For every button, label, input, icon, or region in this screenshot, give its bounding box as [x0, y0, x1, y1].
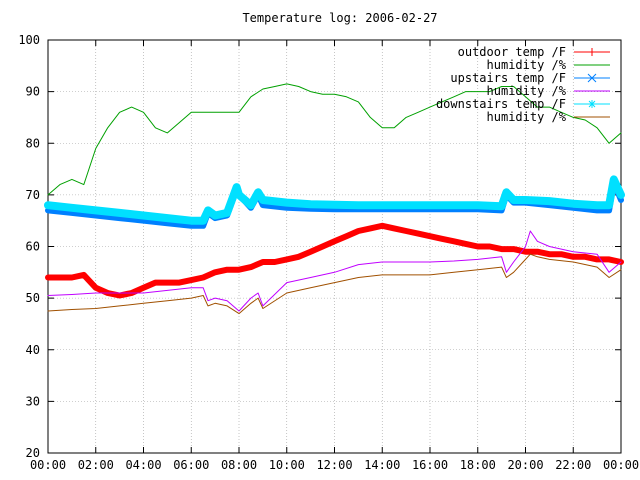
x-tick-label: 02:00	[78, 458, 114, 472]
legend-label-3: humidity /%	[487, 84, 567, 98]
y-tick-label: 90	[26, 85, 40, 99]
y-tick-label: 60	[26, 240, 40, 254]
y-tick-label: 100	[18, 33, 40, 47]
y-tick-label: 70	[26, 188, 40, 202]
x-tick-label: 18:00	[460, 458, 496, 472]
series-line-0	[45, 222, 624, 299]
series-line-3	[47, 230, 622, 312]
legend-label-5: humidity /%	[487, 110, 567, 124]
series-line-5	[47, 253, 622, 315]
axis-ticks: 20 30 40 50 60 70 80 90 100 00:00 02:00 04:00 06:00 0…	[18, 33, 639, 472]
y-tick-label: 50	[26, 291, 40, 305]
legend-marker-4	[588, 100, 596, 108]
legend-marker-0	[588, 48, 596, 56]
legend-label-0: outdoor temp /F	[458, 45, 566, 59]
series-line-1	[47, 83, 622, 196]
y-tick-label: 40	[26, 343, 40, 357]
legend-marker-2	[587, 73, 597, 83]
y-tick-label: 30	[26, 394, 40, 408]
x-tick-label: 00:00	[603, 458, 639, 472]
x-tick-label: 14:00	[364, 458, 400, 472]
x-tick-label: 20:00	[507, 458, 543, 472]
x-tick-label: 08:00	[221, 458, 257, 472]
x-tick-label: 10:00	[269, 458, 305, 472]
legend-label-4: downstairs temp /F	[436, 97, 566, 111]
series-line-4	[44, 175, 625, 225]
legend-label-1: humidity /%	[487, 58, 567, 72]
series-group	[44, 83, 625, 315]
x-tick-label: 06:00	[173, 458, 209, 472]
x-tick-label: 12:00	[316, 458, 352, 472]
y-tick-label: 20	[26, 446, 40, 460]
x-tick-label: 16:00	[412, 458, 448, 472]
x-tick-label: 00:00	[30, 458, 66, 472]
x-tick-label: 04:00	[125, 458, 161, 472]
x-tick-label: 22:00	[555, 458, 591, 472]
chart-title: Temperature log: 2006-02-27	[242, 11, 437, 25]
y-tick-label: 80	[26, 136, 40, 150]
legend-label-2: upstairs temp /F	[450, 71, 566, 85]
